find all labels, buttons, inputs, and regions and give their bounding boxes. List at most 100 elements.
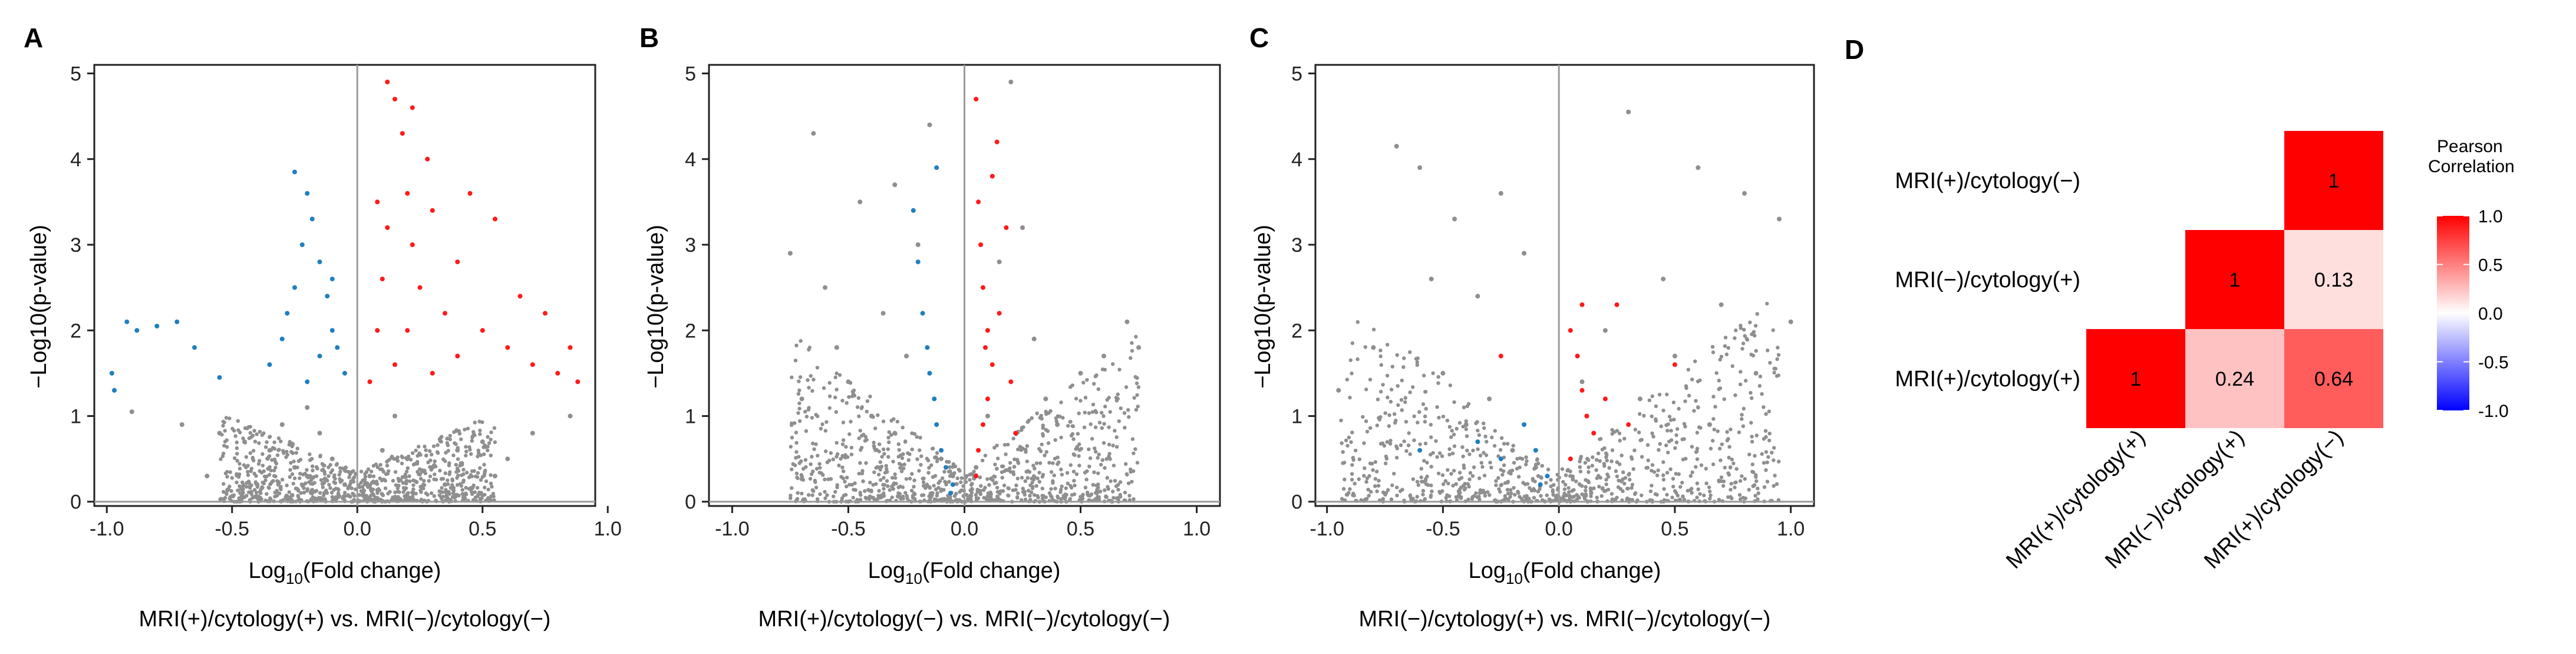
- background-point: [478, 432, 482, 436]
- background-point: [1591, 455, 1595, 459]
- background-point: [1719, 479, 1723, 483]
- background-point: [1616, 485, 1621, 489]
- background-point: [833, 489, 837, 494]
- background-point: [285, 483, 289, 488]
- data-point: [1008, 379, 1014, 384]
- background-point: [1595, 458, 1599, 462]
- background-point: [1468, 471, 1473, 475]
- background-point: [841, 438, 846, 442]
- background-point: [806, 378, 810, 382]
- data-point: [305, 474, 310, 479]
- background-point: [965, 474, 969, 478]
- background-point: [1740, 474, 1744, 478]
- background-point: [1756, 491, 1760, 495]
- background-point: [290, 444, 294, 449]
- background-point: [814, 485, 819, 489]
- background-point: [452, 495, 457, 500]
- background-point: [1776, 346, 1780, 350]
- heatmap-cell-value: 1: [2328, 170, 2340, 192]
- background-point: [942, 497, 946, 501]
- background-point: [1757, 384, 1762, 388]
- background-point: [921, 493, 926, 497]
- background-point: [1707, 485, 1711, 489]
- data-point: [1579, 302, 1585, 307]
- background-point: [491, 491, 496, 496]
- background-point: [1077, 442, 1081, 446]
- background-point: [1754, 479, 1759, 483]
- background-point: [834, 410, 839, 414]
- background-point: [1733, 485, 1737, 489]
- background-point: [1753, 324, 1758, 328]
- series-down-c: [1417, 422, 1550, 487]
- background-point: [1749, 353, 1753, 357]
- background-point: [1449, 472, 1453, 476]
- x-tick-label: -1.0: [715, 518, 750, 540]
- background-point: [1402, 439, 1406, 443]
- background-point: [1454, 482, 1458, 486]
- background-point: [448, 470, 452, 474]
- background-point: [1375, 469, 1379, 474]
- background-point: [1465, 434, 1469, 438]
- data-point: [400, 131, 405, 136]
- background-point: [414, 448, 418, 453]
- background-point: [1673, 446, 1677, 450]
- background-point: [835, 483, 839, 487]
- background-point: [1060, 472, 1064, 476]
- background-point: [1774, 482, 1779, 487]
- background-point: [1406, 443, 1411, 448]
- background-point: [1385, 440, 1389, 444]
- background-point: [1776, 373, 1780, 377]
- background-point: [1584, 478, 1588, 482]
- background-point: [265, 492, 269, 496]
- data-point: [1043, 396, 1048, 402]
- background-point: [881, 447, 886, 452]
- data-point: [242, 439, 247, 445]
- y-tick-label: 0: [685, 491, 696, 514]
- background-point: [1070, 424, 1074, 428]
- background-point: [1350, 430, 1354, 435]
- background-point: [400, 454, 404, 459]
- background-point: [1665, 429, 1670, 433]
- background-point: [1384, 461, 1388, 465]
- background-point: [1494, 479, 1498, 483]
- background-point: [798, 419, 802, 423]
- data-point: [505, 456, 510, 462]
- background-point: [1476, 428, 1480, 433]
- background-point: [246, 425, 251, 429]
- background-point: [1758, 374, 1763, 379]
- background-point: [1403, 400, 1407, 404]
- background-point: [1456, 489, 1461, 494]
- background-point: [1096, 387, 1101, 392]
- background-point: [430, 452, 434, 456]
- data-point: [1510, 448, 1515, 453]
- background-point: [1632, 448, 1637, 452]
- background-point: [890, 476, 895, 480]
- background-point: [464, 453, 468, 458]
- background-point: [1025, 476, 1030, 480]
- data-point: [267, 362, 272, 367]
- background-point: [373, 481, 377, 485]
- background-point: [1729, 488, 1733, 492]
- background-point: [1431, 371, 1435, 376]
- background-point: [1617, 431, 1622, 436]
- background-point: [308, 452, 312, 456]
- background-point: [1034, 484, 1038, 488]
- data-point: [109, 370, 114, 376]
- background-point: [1124, 385, 1129, 389]
- background-point: [1719, 475, 1724, 479]
- background-point: [245, 485, 249, 489]
- background-point: [1661, 478, 1666, 482]
- data-point: [1452, 216, 1457, 222]
- background-point: [1463, 486, 1467, 490]
- background-point: [1662, 487, 1666, 491]
- background-point: [1415, 479, 1420, 484]
- background-point: [1482, 474, 1487, 478]
- background-point: [1535, 457, 1539, 461]
- background-point: [1076, 432, 1080, 436]
- background-point: [1343, 477, 1347, 482]
- background-point: [1074, 396, 1078, 401]
- background-point: [840, 399, 845, 403]
- background-point: [1096, 471, 1100, 475]
- background-point: [230, 476, 234, 480]
- background-point: [1718, 357, 1722, 361]
